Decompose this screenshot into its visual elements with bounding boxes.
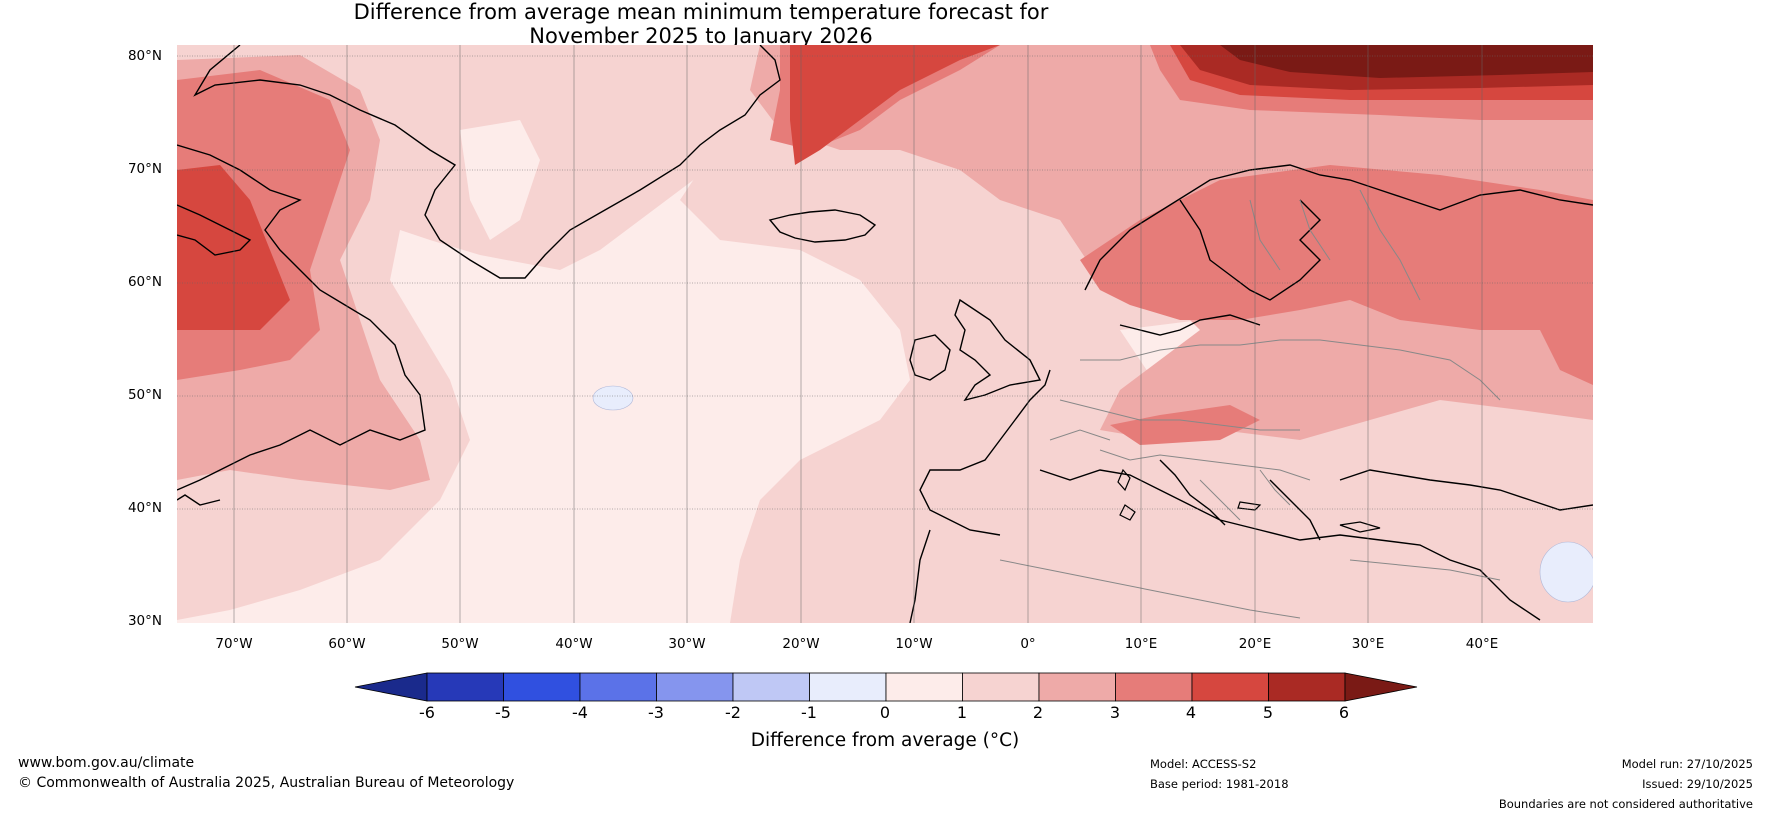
latitude-label: 50°N [127, 387, 162, 403]
colorbar-segment [656, 672, 734, 702]
colorbar-tick-label: 1 [956, 703, 968, 722]
colorbar-segment [962, 672, 1040, 702]
latitude-gridlines [177, 55, 1593, 510]
map-title: Difference from average mean minimum tem… [0, 0, 1402, 48]
longitude-label: 0° [1020, 636, 1036, 652]
colorbar-tick-label: -1 [801, 703, 817, 722]
colorbar-tick-label: -2 [725, 703, 741, 722]
coastline-islands [1117, 468, 1381, 533]
longitude-label: 40°W [555, 636, 593, 652]
latitude-label: 40°N [127, 500, 162, 516]
coastline-iceland [768, 209, 877, 243]
anomaly-band-minus1-0 [592, 385, 634, 411]
anomaly-band-0-1 [460, 120, 540, 240]
title-line-2: November 2025 to January 2026 [529, 24, 873, 48]
anomaly-band-minus1-0 [1539, 541, 1593, 603]
coastline-canada [177, 144, 426, 491]
coastline-canada [177, 204, 252, 256]
anomaly-band-above-6 [1220, 45, 1593, 78]
colorbar-segment [1038, 672, 1116, 702]
colorbar-segment [579, 672, 657, 702]
colorbar-segment [1115, 672, 1193, 702]
footer-website: www.bom.gov.au/climate [18, 755, 195, 771]
colorbar-tick-label: -3 [648, 703, 664, 722]
footer-copyright: © Commonwealth of Australia 2025, Austra… [18, 775, 515, 791]
longitude-label: 50°W [441, 636, 479, 652]
coastline-europe [909, 164, 1593, 623]
colorbar-title: Difference from average (°C) [750, 730, 1020, 751]
colorbar-segment [809, 672, 887, 702]
footer-disclaimer: Boundaries are not considered authoritat… [1498, 797, 1753, 811]
longitude-label: 20°E [1238, 636, 1272, 652]
longitude-label: 20°W [782, 636, 820, 652]
colorbar-tick-label: 6 [1338, 703, 1350, 722]
colorbar-tick-label: 5 [1262, 703, 1274, 722]
coastline-greenland [193, 45, 781, 279]
latitude-label: 60°N [127, 274, 162, 290]
longitude-label: 10°E [1124, 636, 1158, 652]
footer-model-run: Model run: 27/10/2025 [1621, 757, 1753, 771]
footer-issued: Issued: 29/10/2025 [1642, 777, 1753, 791]
colorbar-segment [503, 672, 581, 702]
anomaly-band-4-5 [177, 165, 290, 330]
anomaly-band-3-4 [1110, 405, 1260, 445]
colorbar-tick-label: -5 [495, 703, 511, 722]
colorbar-tick-label: 4 [1185, 703, 1197, 722]
longitude-label: 60°W [328, 636, 366, 652]
title-line-1: Difference from average mean minimum tem… [353, 0, 1049, 24]
longitude-label: 70°W [215, 636, 253, 652]
colorbar-tick-label: 0 [879, 703, 891, 722]
anomaly-band-3-4 [1080, 165, 1593, 385]
longitude-label: 30°W [668, 636, 706, 652]
longitude-label: 10°W [895, 636, 933, 652]
country-borders [999, 189, 1501, 619]
colorbar-tick-label: 3 [1109, 703, 1121, 722]
colorbar-segment [426, 672, 504, 702]
colorbar-tick-label: 2 [1032, 703, 1044, 722]
colorbar-extend-high [1344, 672, 1418, 702]
colorbar-tick-label: -6 [419, 703, 435, 722]
anomaly-band-4-5 [790, 45, 1000, 165]
colorbar-segment [732, 672, 810, 702]
latitude-label: 70°N [127, 161, 162, 177]
footer-model: Model: ACCESS-S2 [1150, 757, 1257, 771]
longitude-label: 30°E [1351, 636, 1385, 652]
longitude-gridlines [233, 45, 1483, 623]
latitude-label: 30°N [127, 613, 162, 629]
colorbar [354, 672, 1418, 702]
longitude-label: 40°E [1465, 636, 1499, 652]
colorbar-segment [885, 672, 963, 702]
coastline-british-isles [909, 298, 1042, 402]
colorbar-segment [1268, 672, 1346, 702]
coastline-canada [177, 494, 221, 506]
colorbar-tick-label: -4 [572, 703, 588, 722]
footer-base-period: Base period: 1981-2018 [1150, 777, 1289, 791]
colorbar-extend-low [354, 672, 428, 702]
latitude-label: 80°N [127, 48, 162, 64]
colorbar-segment [1191, 672, 1269, 702]
